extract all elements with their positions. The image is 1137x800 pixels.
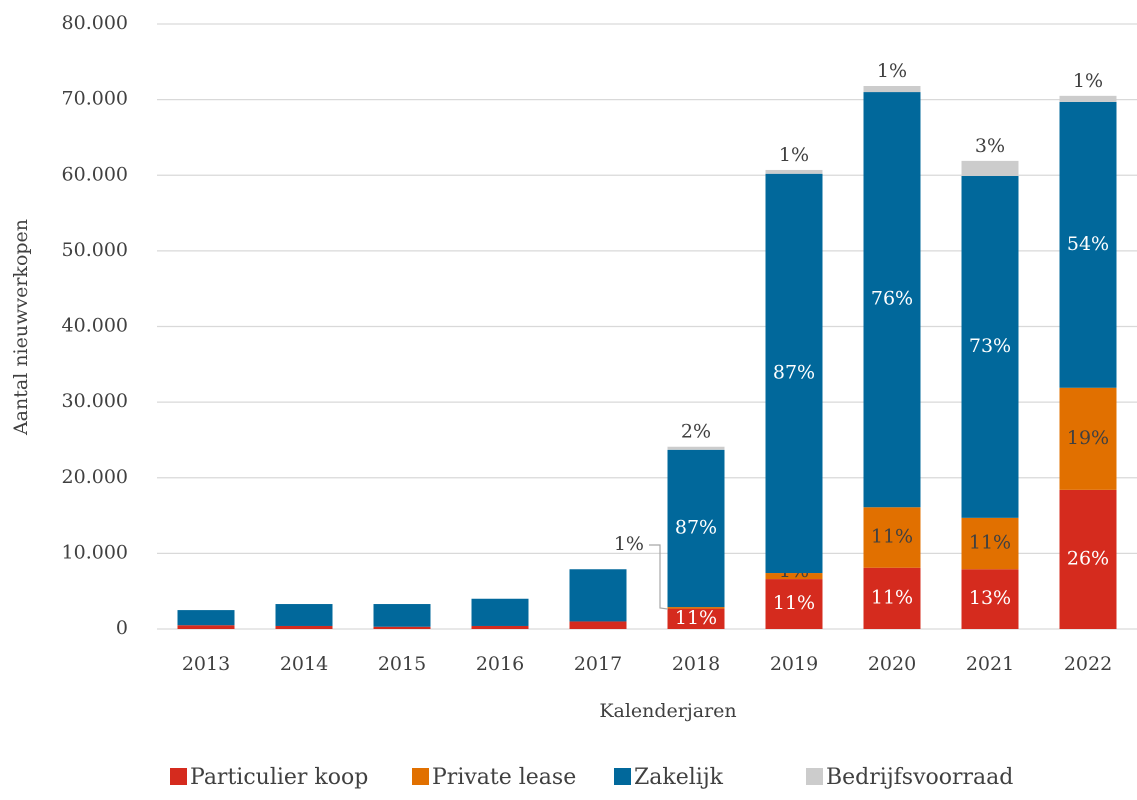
bar-segment [667, 449, 725, 608]
y-tick-label: 50.000 [62, 239, 128, 261]
x-axis-title: Kalenderjaren [599, 700, 736, 722]
y-tick-label: 30.000 [62, 390, 128, 412]
bar-segment [765, 573, 823, 580]
x-tick-label: 2022 [1064, 653, 1112, 675]
bar-segment [1059, 101, 1117, 388]
bar-segment [961, 176, 1019, 518]
x-tick-label: 2013 [182, 653, 230, 675]
x-tick-label: 2020 [868, 653, 916, 675]
data-label: 13% [969, 587, 1011, 609]
bar-segment [765, 579, 823, 629]
data-label: 54% [1067, 233, 1109, 255]
x-tick-label: 2018 [672, 653, 720, 675]
bar-segment [667, 607, 725, 609]
data-label: 11% [773, 592, 815, 614]
bar-segment [961, 569, 1019, 629]
x-tick-label: 2021 [966, 653, 1014, 675]
bar-segment [177, 610, 235, 626]
y-tick-label: 0 [116, 617, 128, 639]
x-tick-label: 2015 [378, 653, 426, 675]
data-label: 76% [871, 288, 913, 310]
y-tick-label: 10.000 [62, 541, 128, 563]
bar-segment [569, 569, 627, 622]
bar-segment [863, 507, 921, 568]
data-label: 26% [1067, 547, 1109, 569]
leader-line [649, 544, 669, 610]
data-label: 1% [614, 533, 644, 555]
bar-segment [765, 173, 823, 574]
bar-segment [373, 626, 431, 629]
bar-segment [177, 625, 235, 629]
data-label: 2% [681, 421, 711, 443]
legend-label: Zakelijk [634, 765, 724, 790]
legend-label: Private lease [432, 765, 576, 790]
data-label: 1% [877, 60, 907, 82]
bar-segment [373, 604, 431, 627]
legend-swatch [614, 768, 631, 785]
legend-swatch [412, 768, 429, 785]
data-label: 11% [871, 586, 913, 608]
bar-segment [275, 604, 333, 626]
y-tick-label: 80.000 [62, 12, 128, 34]
y-tick-label: 60.000 [62, 163, 128, 185]
bar-segment [275, 625, 333, 629]
x-tick-label: 2014 [280, 653, 328, 675]
bar-segment [471, 625, 529, 629]
y-tick-label: 40.000 [62, 315, 128, 337]
data-label: 73% [969, 335, 1011, 357]
y-tick-label: 20.000 [62, 466, 128, 488]
x-tick-label: 2017 [574, 653, 622, 675]
bar-segment [1059, 95, 1117, 102]
data-label: 19% [1067, 427, 1109, 449]
bar-segment [961, 517, 1019, 570]
y-tick-label: 70.000 [62, 88, 128, 110]
bar-segment [569, 621, 627, 629]
x-tick-label: 2016 [476, 653, 524, 675]
bar-segment [863, 86, 921, 93]
bar-segment [1059, 489, 1117, 629]
y-axis-title: Aantal nieuwverkopen [10, 219, 32, 436]
data-label: 11% [969, 532, 1011, 554]
bar-segment [471, 598, 529, 626]
bar-segment [765, 169, 823, 174]
data-label: 1% [1073, 70, 1103, 92]
legend-label: Particulier koop [190, 765, 368, 790]
x-tick-label: 2019 [770, 653, 818, 675]
data-label: 1% [779, 144, 809, 166]
legend-swatch [170, 768, 187, 785]
bar-segment [863, 92, 921, 508]
bar-segment [961, 160, 1019, 177]
bar-segment [667, 446, 725, 450]
data-label: 11% [675, 607, 717, 629]
data-label: 11% [871, 525, 913, 547]
data-label: 3% [975, 135, 1005, 157]
data-label: 87% [675, 516, 717, 538]
legend-swatch [806, 768, 823, 785]
bar-segment [667, 608, 725, 629]
data-label: 87% [773, 361, 815, 383]
legend-label: Bedrijfsvoorraad [826, 765, 1013, 790]
bar-segment [1059, 387, 1117, 490]
bar-segment [863, 567, 921, 629]
